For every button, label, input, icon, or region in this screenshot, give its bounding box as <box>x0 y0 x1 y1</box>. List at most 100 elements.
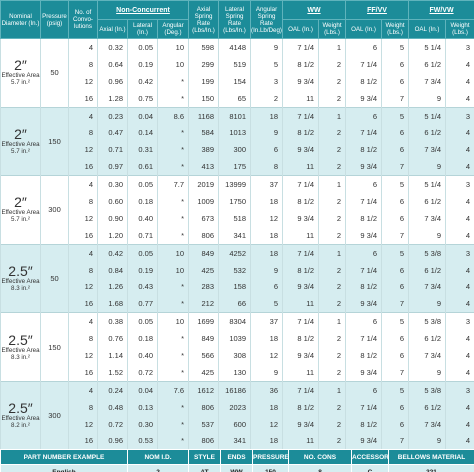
value-cell: 2 <box>318 226 347 245</box>
value-cell: 8 <box>68 330 98 348</box>
area-label: Effective Area <box>1 209 40 217</box>
value-cell: 12 <box>68 347 98 364</box>
value-cell: 519 <box>218 55 252 73</box>
value-cell: 0.04 <box>127 380 158 399</box>
value-cell: 9 <box>408 432 447 450</box>
diameter-cell: 2.5″ Effective Area 8.3 in.² <box>0 312 41 382</box>
value-cell: 537 <box>188 415 220 433</box>
value-cell: 1699 <box>188 312 220 331</box>
value-cell: 0.72 <box>97 415 128 433</box>
header-cell: No. of Convo-lutions <box>68 0 98 39</box>
value-cell: 1 <box>318 106 347 125</box>
value-cell: 4 <box>445 347 474 364</box>
footer-value: 321 <box>388 464 474 472</box>
value-cell: 13999 <box>218 175 252 194</box>
value-cell: 9 3/4 <box>282 415 320 433</box>
value-cell: 16 <box>68 363 98 382</box>
value-cell: 3 <box>250 72 284 90</box>
value-cell: 9 3/4 <box>282 347 320 364</box>
value-cell: 4 <box>445 432 474 450</box>
table-row: 8 0.76 0.18 * 849 1039 18 8 1/2 2 7 1/4 6 6 1/2 4 <box>1 330 474 348</box>
footer-value: C <box>351 464 389 472</box>
value-cell: 4 <box>68 312 98 331</box>
value-cell: 6 1/2 <box>408 261 447 279</box>
table-row: 16 1.52 0.72 * 425 130 9 11 2 9 3/4 7 9 4 <box>1 363 474 382</box>
value-cell: * <box>156 415 190 433</box>
value-cell: 5 3/8 <box>408 243 447 262</box>
value-cell: 1 <box>318 243 347 262</box>
value-cell: 4 <box>68 243 98 262</box>
value-cell: 7.6 <box>156 380 190 399</box>
row-group: 2.5″ Effective Area 8.3 in.² 50 4 0.42 0.05 10 8… <box>0 243 474 313</box>
value-cell: 7 3/4 <box>408 72 447 90</box>
value-cell: 11 <box>282 295 320 313</box>
value-cell: 7 1/4 <box>282 312 320 331</box>
value-cell: 2 <box>318 415 347 433</box>
value-cell: 65 <box>218 89 252 108</box>
value-cell: 9 3/4 <box>282 72 320 90</box>
value-cell: 425 <box>188 261 220 279</box>
value-cell: 2 <box>318 398 347 416</box>
value-cell: 0.23 <box>97 106 128 125</box>
value-cell: 3 <box>445 312 474 331</box>
value-cell: 9 3/4 <box>345 158 383 176</box>
value-cell: 16 <box>68 432 98 450</box>
value-cell: 0.75 <box>127 89 158 108</box>
value-cell: 7 3/4 <box>408 141 447 159</box>
value-cell: 4 <box>68 175 98 194</box>
value-cell: 9 <box>408 226 447 245</box>
value-cell: 7 1/4 <box>345 261 383 279</box>
area: 8.3 in.² <box>11 284 30 292</box>
value-cell: 849 <box>188 243 220 262</box>
value-cell: 18 <box>250 106 284 125</box>
value-cell: 7 <box>381 295 410 313</box>
value-cell: 4 <box>445 398 474 416</box>
diameter-cell: 2″ Effective Area 5.7 in.² <box>0 106 41 176</box>
header-cell: Lateral Spring Rate (Lbs/In.) <box>218 0 252 39</box>
value-cell: 5 1/4 <box>408 37 447 56</box>
value-cell: 199 <box>188 72 220 90</box>
footer-value: 150 <box>252 464 289 472</box>
value-cell: 10 <box>156 37 190 56</box>
value-cell: 6 1/2 <box>408 124 447 142</box>
value-cell: * <box>156 209 190 227</box>
value-cell: * <box>156 158 190 176</box>
value-cell: 0.84 <box>97 261 128 279</box>
value-cell: 16186 <box>218 380 252 399</box>
value-cell: 66 <box>218 295 252 313</box>
header-cell: OAL (In.) <box>282 19 320 39</box>
value-cell: 16 <box>68 295 98 313</box>
table-row: 2″ Effective Area 5.7 in.² 150 4 0.23 0.04 8.6 1… <box>0 106 474 176</box>
value-cell: 6 <box>250 278 284 296</box>
value-cell: 18 <box>250 226 284 245</box>
value-cell: 175 <box>218 158 252 176</box>
value-cell: 8101 <box>218 106 252 125</box>
value-cell: 18 <box>250 432 284 450</box>
value-cell: 5 <box>381 175 410 194</box>
value-cell: 0.76 <box>97 330 128 348</box>
value-cell: 9 3/4 <box>345 295 383 313</box>
value-cell: 6 <box>381 398 410 416</box>
value-cell: 2 <box>318 330 347 348</box>
value-cell: 6 <box>381 55 410 73</box>
value-cell: 9 3/4 <box>345 226 383 245</box>
value-cell: 2 <box>318 89 347 108</box>
value-cell: 0.72 <box>127 363 158 382</box>
footer-label: ACCESSORIES <box>351 449 389 466</box>
value-cell: 8 <box>68 398 98 416</box>
value-cell: 4 <box>445 261 474 279</box>
value-cell: 7 3/4 <box>408 415 447 433</box>
value-cell: 4 <box>68 106 98 125</box>
footer-label: NO. CONS <box>288 449 352 466</box>
area-label: Effective Area <box>1 72 40 80</box>
value-cell: 7 <box>381 89 410 108</box>
value-cell: 7 1/4 <box>282 37 320 56</box>
value-cell: * <box>156 141 190 159</box>
value-cell: 6 <box>345 37 383 56</box>
row-group: 2″ Effective Area 5.7 in.² 300 4 0.30 0.05 7.7 2… <box>0 175 474 245</box>
footer-value: WW <box>220 464 253 472</box>
value-cell: 9 <box>250 363 284 382</box>
value-cell: 9 <box>408 89 447 108</box>
value-cell: 6 <box>381 347 410 364</box>
value-cell: 5 3/8 <box>408 312 447 331</box>
